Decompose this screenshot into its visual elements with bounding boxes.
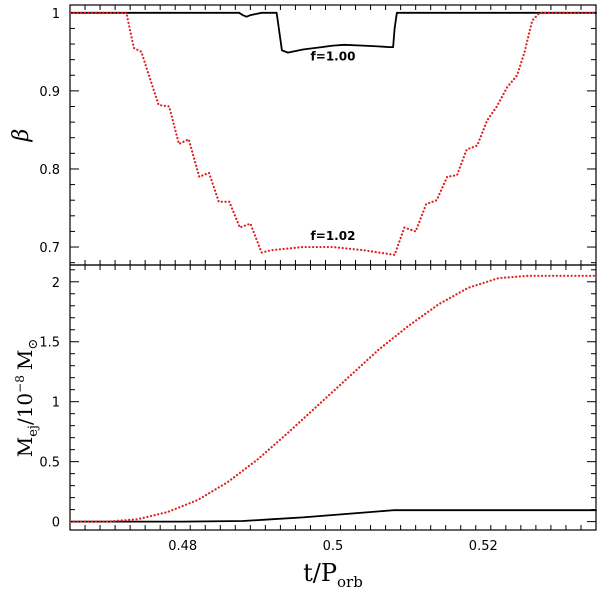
ylabel-exp: −8 [13,375,27,393]
x-tick-label: 0.5 [323,539,344,554]
curve-annotation: f=1.02 [311,229,356,243]
y-tick-label: 1.5 [39,336,60,351]
bottom-panel: 00.511.520.48 0.5 0.52 Mej/10−8M⊙ t/Porb [13,264,598,591]
top-annotations: f=1.00 f=1.02 [311,49,356,243]
ylabel-sun: ⊙ [26,339,41,350]
bottom-ylabel: Mej/10−8M⊙ [13,339,41,458]
ylabel-sub: ej [26,425,41,437]
series-line-f-1-02 [68,11,598,256]
series-line-f-1-00 [69,509,597,523]
curve-annotation: f=1.00 [311,49,356,63]
y-tick-label: 0 [52,516,60,531]
y-tick-label: 0.8 [39,163,60,178]
top-ticks: 0.7 0.8 0.9 1 [39,5,597,265]
x-tick-label: 0.52 [469,539,498,554]
y-tick-label: 0.5 [39,456,60,471]
top-ylabel: β [9,129,34,143]
y-tick-label: 1 [52,396,60,411]
bottom-xlabel: t/Porb [303,559,363,591]
bottom-plot-frame [69,264,597,531]
y-tick-label: 1 [52,7,60,22]
top-series [68,11,598,256]
bottom-series [68,274,598,523]
xlabel-sub: orb [337,573,363,591]
xlabel-main: t/P [303,559,337,587]
y-tick-label: 0.9 [39,85,60,100]
top-plot-frame [69,4,597,266]
bottom-ticks: 0 0.5 1 1.5 2 0.48 0.5 0.52 [39,265,597,554]
ylabel-unit: M [13,350,37,370]
y-tick-label: 0.7 [39,241,60,256]
ylabel-rest: /10 [13,393,37,425]
x-tick-label: 0.48 [168,539,197,554]
series-line-f-1-00 [69,11,597,54]
y-tick-label: 2 [52,276,60,291]
ylabel-m: M [13,437,37,457]
top-panel: 0.7 0.8 0.9 1 f=1.00 f=1.02 β [9,4,598,266]
series-line-f-1-02 [68,274,598,523]
